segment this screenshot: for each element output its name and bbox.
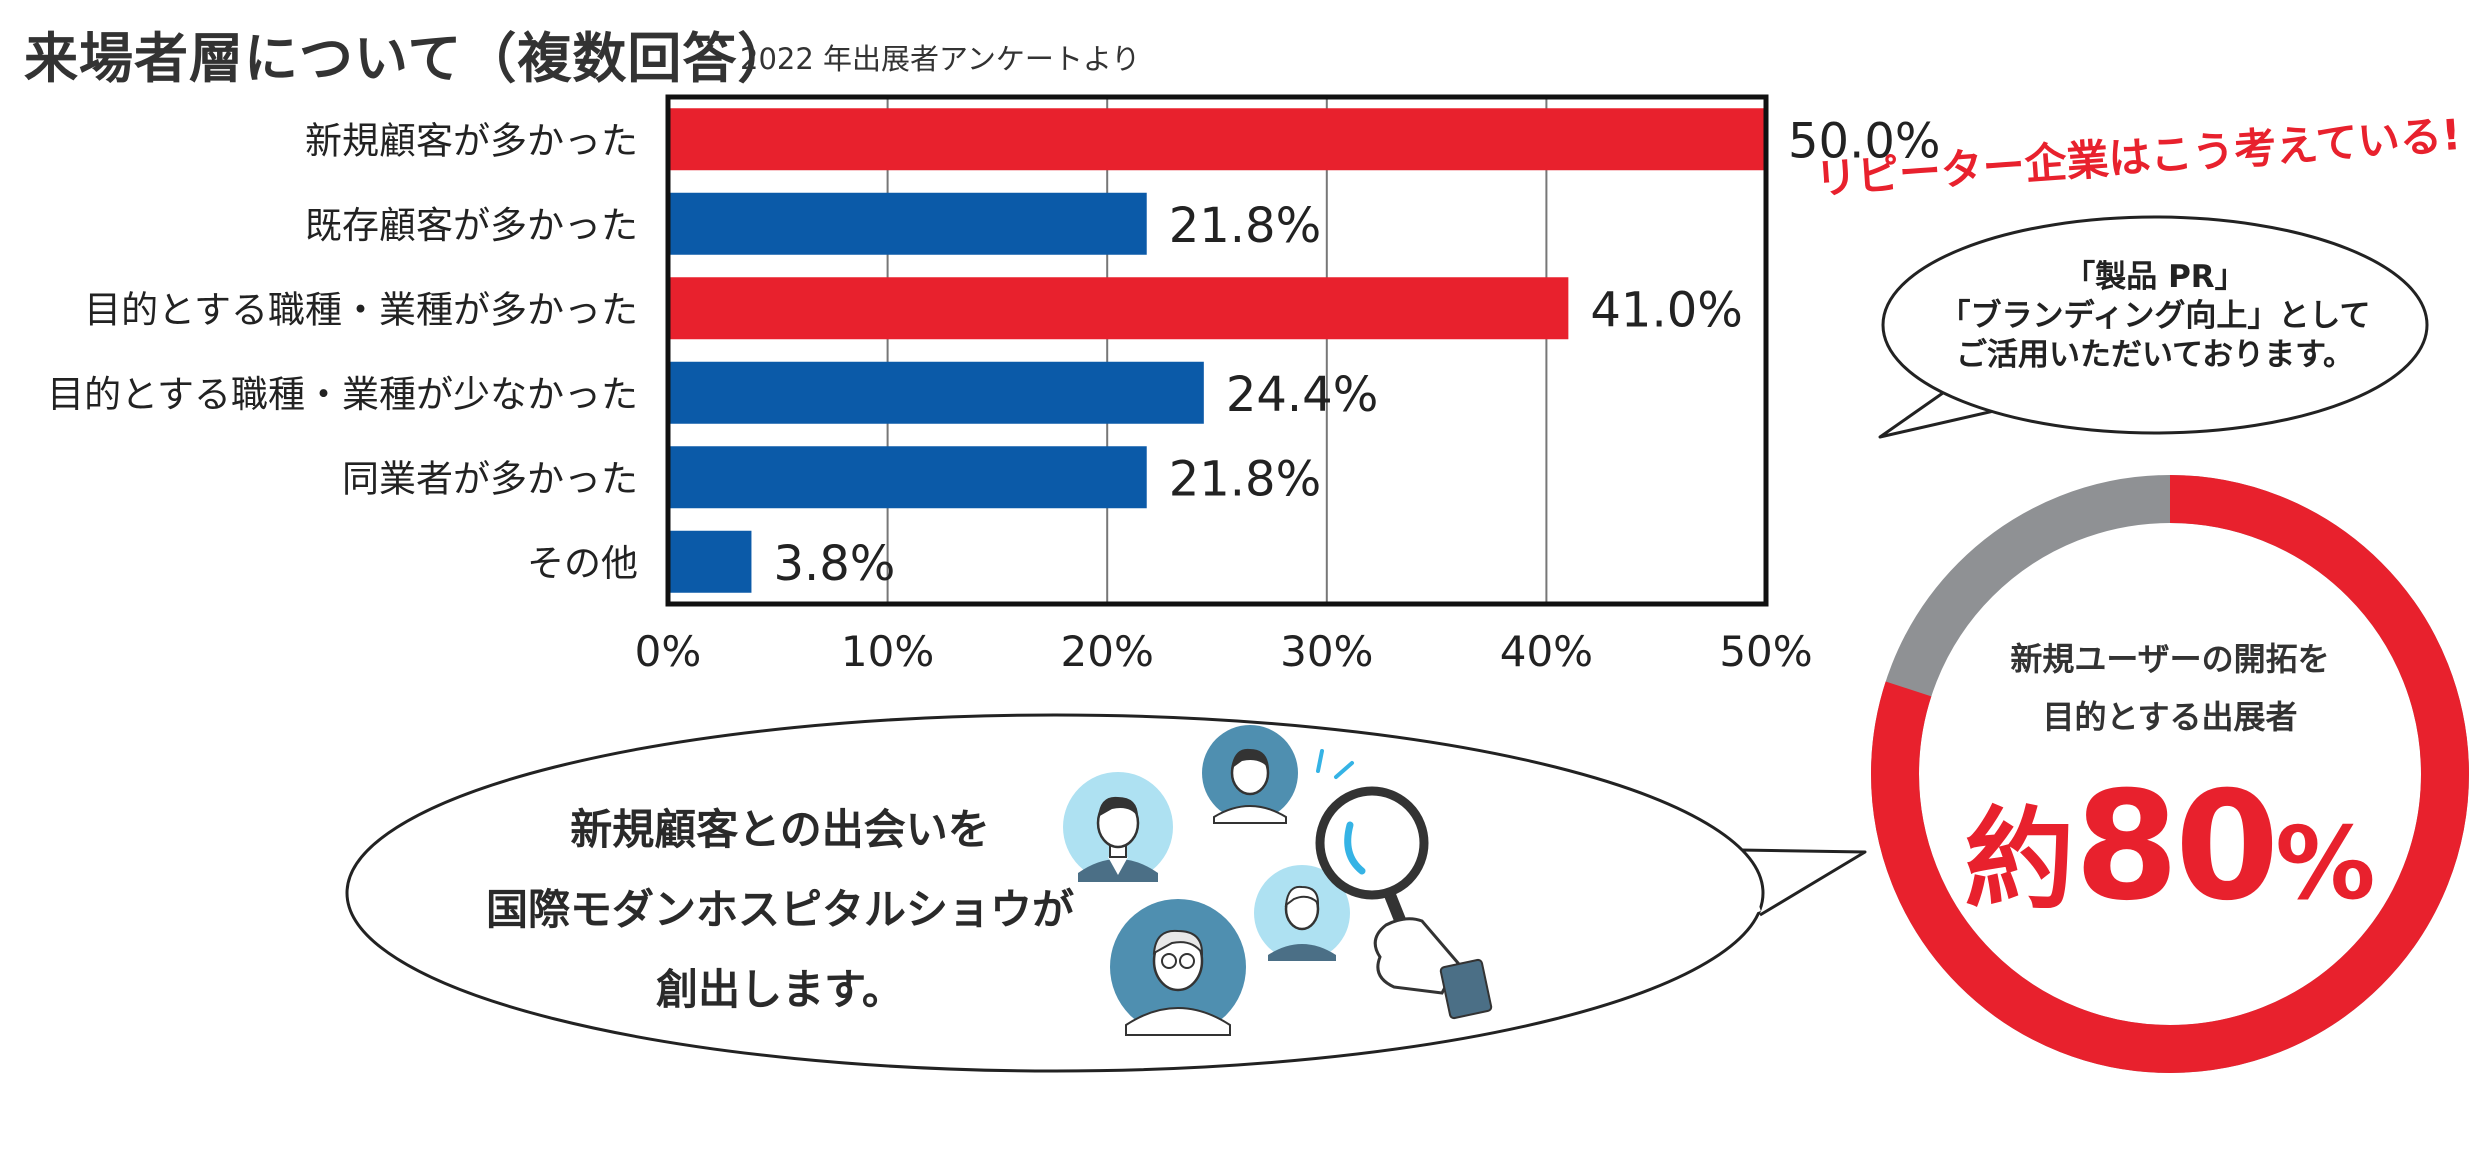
- donut-label: 新規ユーザーの開拓を 目的とする出展者: [1960, 630, 2380, 746]
- value-label: 21.8%: [1169, 451, 1321, 507]
- donut-value-prefix: 約: [1964, 796, 2075, 924]
- person-avatar-icon: [1110, 899, 1246, 1036]
- hand-icon: [1373, 917, 1493, 1020]
- speech-bubble-text: 「製品 PR」 「ブランディング向上」として ご活用いただいております。: [1900, 258, 2410, 375]
- x-tick-label: 40%: [1500, 627, 1593, 676]
- x-tick-label: 30%: [1280, 627, 1373, 676]
- category-label: 同業者が多かった: [342, 457, 638, 500]
- person-avatar-icon: [1202, 725, 1298, 824]
- value-label: 50.0%: [1788, 113, 1940, 169]
- bar: [668, 446, 1147, 509]
- message-line: 新規顧客との出会いを: [570, 805, 990, 854]
- message-line: 国際モダンホスピタルショウが: [485, 885, 1074, 934]
- message-line: 創出します。: [656, 965, 904, 1014]
- donut-label-line: 新規ユーザーの開拓を: [2010, 640, 2330, 678]
- bubble-line: ご活用いただいております。: [1955, 337, 2355, 373]
- bar: [668, 361, 1204, 424]
- donut-value: 約80%: [1960, 760, 2380, 934]
- category-label: 既存顧客が多かった: [305, 204, 638, 247]
- category-labels: 新規顧客が多かった既存顧客が多かった目的とする職種・業種が多かった目的とする職種…: [47, 119, 638, 585]
- value-label: 41.0%: [1590, 282, 1742, 338]
- plot-frame: [665, 94, 1769, 607]
- page-title: 来場者層について（複数回答）: [24, 27, 793, 90]
- x-tick-label: 20%: [1061, 627, 1154, 676]
- bar: [668, 530, 752, 593]
- donut-main-segment: [1871, 475, 2469, 1073]
- bar: [668, 108, 1766, 171]
- bar: [668, 277, 1569, 340]
- value-label: 24.4%: [1226, 367, 1378, 423]
- donut-label-line: 目的とする出展者: [2042, 698, 2298, 736]
- bubble-line: 「製品 PR」: [2064, 259, 2246, 295]
- x-tick-label: 10%: [841, 627, 934, 676]
- speech-bubble: [1878, 215, 2429, 439]
- bar: [668, 192, 1147, 255]
- message-text: 新規顧客との出会いを 国際モダンホスピタルショウが 創出します。: [420, 790, 1140, 1030]
- value-label: 3.8%: [773, 536, 895, 592]
- magnifier-icon: [1315, 749, 1429, 941]
- person-avatar-icon: [1063, 772, 1173, 882]
- category-label: その他: [527, 542, 638, 585]
- bar-chart: 新規顧客が多かった既存顧客が多かった目的とする職種・業種が多かった目的とする職種…: [47, 94, 1940, 676]
- donut-value-percent: %: [2275, 805, 2376, 922]
- donut-value-number: 80: [2074, 760, 2280, 934]
- people-search-illustration: [1063, 725, 1493, 1036]
- page-subtitle: 2022 年出展者アンケートより: [740, 42, 1141, 76]
- chart-bars: [668, 108, 1766, 593]
- donut-chart: [1871, 475, 2469, 1073]
- chart-grid: [886, 97, 1548, 604]
- bubble-line: 「ブランディング向上」として: [1939, 298, 2371, 334]
- category-label: 目的とする職種・業種が多かった: [84, 288, 638, 331]
- category-label: 目的とする職種・業種が少なかった: [47, 373, 638, 416]
- category-label: 新規顧客が多かった: [305, 119, 638, 162]
- x-tick-label: 0%: [635, 627, 702, 676]
- person-avatar-icon: [1254, 865, 1350, 961]
- x-tick-label: 50%: [1719, 627, 1812, 676]
- value-labels: 50.0% 21.8% 41.0% 24.4% 21.8% 3.8%: [773, 113, 1940, 592]
- x-tick-labels: 0% 10% 20% 30% 40% 50%: [635, 627, 1813, 676]
- value-label: 21.8%: [1169, 198, 1321, 254]
